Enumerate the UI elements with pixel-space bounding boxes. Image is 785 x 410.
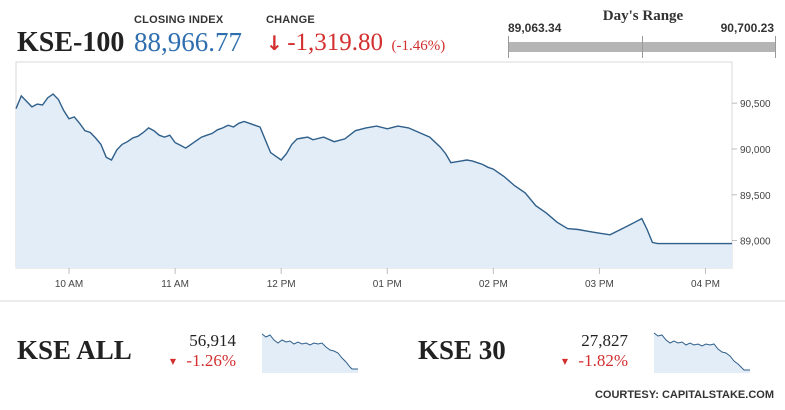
y-tick-label: 90,000 [740, 145, 771, 156]
courtesy-credit: COURTESY: CAPITALSTAKE.COM [594, 389, 774, 401]
x-tick-label: 10 AM [55, 279, 83, 290]
y-axis: 90,500 90,000 89,500 89,000 [732, 99, 771, 248]
x-tick-label: 03 PM [585, 279, 614, 290]
days-range-low: 89,063.34 [508, 21, 562, 35]
price-line [15, 93, 732, 245]
range-tick-left [508, 36, 509, 58]
x-tick-label: 01 PM [373, 279, 402, 290]
change-label: CHANGE [266, 14, 315, 26]
closing-index-value: 88,966.77 [134, 27, 242, 57]
kse-all-sparkline-line [261, 333, 358, 370]
kse-all-name: KSE ALL [17, 335, 132, 365]
y-tick-label: 89,000 [740, 237, 771, 248]
kse-30-change: -1.82% [578, 351, 628, 370]
x-tick-label: 11 AM [161, 279, 189, 290]
x-tick-label: 04 PM [691, 279, 720, 290]
kse-all-down-icon: ▼ [169, 357, 176, 367]
range-tick-mid [642, 36, 643, 58]
y-tick-label: 90,500 [740, 99, 771, 110]
x-tick-label: 12 PM [267, 279, 296, 290]
kse-30-sparkline-line [653, 332, 750, 371]
days-range-title: Day's Range [602, 8, 684, 24]
kse-30-change-row: ▼ -1.82% [552, 351, 628, 371]
kse-30-value: 27,827 [581, 331, 628, 350]
kse-30-sparkline-fill [654, 333, 750, 373]
y-tick-label: 89,500 [740, 191, 771, 202]
kse-30-name: KSE 30 [418, 335, 506, 365]
change-value: -1,319.80 [287, 29, 384, 56]
x-axis: 10 AM 11 AM 12 PM 01 PM 02 PM 03 PM 04 PM [55, 268, 720, 290]
kse-30-down-icon: ▼ [561, 357, 568, 367]
area-fill [16, 94, 732, 268]
days-range-high: 90,700.23 [720, 21, 774, 35]
kse-all-change-row: ▼ -1.26% [160, 351, 236, 371]
change-percent: (-1.46%) [391, 38, 446, 54]
kse-all-change: -1.26% [186, 351, 236, 370]
kse-all-sparkline [261, 333, 358, 373]
kse-all-sparkline-fill [262, 334, 358, 373]
kse-all-value: 56,914 [189, 331, 236, 350]
closing-index-label: CLOSING INDEX [134, 14, 224, 26]
kse-30-sparkline [653, 332, 750, 373]
x-tick-label: 02 PM [479, 279, 508, 290]
down-arrow-icon: ↓ [266, 31, 283, 55]
range-tick-right [775, 36, 776, 58]
change-row: ↓ -1,319.80 (-1.46%) [266, 29, 445, 57]
index-name: KSE-100 [17, 27, 125, 58]
